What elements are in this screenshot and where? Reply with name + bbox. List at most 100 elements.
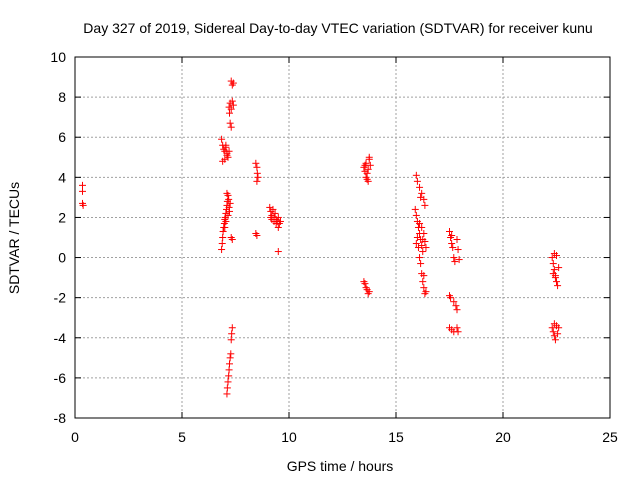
data-point bbox=[267, 213, 275, 221]
data-point bbox=[548, 254, 556, 262]
x-axis-title: GPS time / hours bbox=[287, 458, 394, 474]
axis-ticks: 0 5 10 15 20 25 -8 -6 -4 -2 0 2 4 6 8 10 bbox=[50, 49, 618, 445]
data-point bbox=[218, 246, 226, 254]
data-point bbox=[419, 278, 427, 286]
data-point bbox=[228, 236, 236, 244]
data-point bbox=[221, 155, 229, 163]
data-point bbox=[253, 177, 261, 185]
data-point bbox=[416, 254, 424, 262]
data-point bbox=[276, 217, 284, 225]
grid bbox=[75, 57, 610, 418]
data-point bbox=[225, 372, 233, 380]
data-point bbox=[448, 240, 456, 248]
data-point bbox=[226, 109, 234, 117]
data-point bbox=[228, 97, 236, 105]
data-point bbox=[418, 189, 426, 197]
data-point bbox=[412, 240, 420, 248]
data-point bbox=[365, 153, 373, 161]
data-point bbox=[269, 205, 277, 213]
data-point bbox=[226, 199, 234, 207]
data-point bbox=[417, 193, 425, 201]
data-point bbox=[272, 219, 280, 227]
data-point bbox=[453, 306, 461, 314]
data-point bbox=[223, 151, 231, 159]
data-point bbox=[554, 282, 562, 290]
data-point bbox=[412, 211, 420, 219]
data-point bbox=[414, 244, 422, 252]
data-point bbox=[420, 284, 428, 292]
x-tick-label: 10 bbox=[281, 429, 297, 445]
data-point bbox=[252, 159, 260, 167]
data-point bbox=[551, 274, 559, 282]
data-point bbox=[365, 288, 373, 296]
data-point bbox=[422, 244, 430, 252]
data-point bbox=[218, 135, 226, 143]
data-point bbox=[419, 248, 427, 256]
data-point bbox=[548, 324, 556, 332]
data-point bbox=[555, 264, 563, 272]
data-point bbox=[224, 378, 232, 386]
data-point bbox=[221, 223, 229, 231]
data-point bbox=[223, 189, 231, 197]
data-point bbox=[229, 79, 237, 87]
data-point bbox=[226, 207, 234, 215]
data-point bbox=[452, 302, 460, 310]
y-tick-label: 6 bbox=[58, 129, 66, 145]
data-point bbox=[218, 240, 226, 248]
x-tick-label: 25 bbox=[602, 429, 618, 445]
chart-title: Day 327 of 2019, Sidereal Day-to-day VTE… bbox=[83, 20, 592, 36]
data-point bbox=[418, 223, 426, 231]
data-point bbox=[447, 294, 455, 302]
data-point bbox=[274, 248, 282, 256]
data-point bbox=[222, 143, 230, 151]
data-point bbox=[416, 219, 424, 227]
data-point bbox=[79, 201, 87, 209]
data-point bbox=[253, 163, 261, 171]
data-point bbox=[455, 256, 463, 264]
data-point bbox=[364, 177, 372, 185]
data-point bbox=[271, 209, 279, 217]
data-point bbox=[224, 211, 232, 219]
data-point bbox=[227, 123, 235, 131]
data-point bbox=[78, 181, 86, 189]
data-point bbox=[274, 223, 282, 231]
data-point bbox=[219, 234, 227, 241]
data-point bbox=[551, 336, 559, 344]
data-point bbox=[553, 278, 560, 286]
data-point bbox=[223, 390, 231, 398]
data-point bbox=[253, 169, 261, 177]
data-point bbox=[446, 227, 453, 235]
data-point bbox=[553, 252, 560, 260]
data-point bbox=[361, 280, 369, 288]
data-point bbox=[413, 177, 421, 185]
data-point bbox=[554, 330, 562, 338]
x-tick-label: 15 bbox=[388, 429, 404, 445]
data-point bbox=[363, 169, 371, 177]
data-point bbox=[227, 336, 235, 344]
data-series bbox=[78, 77, 563, 398]
data-point bbox=[225, 195, 233, 203]
data-point bbox=[450, 298, 458, 306]
data-point bbox=[416, 183, 424, 191]
data-point bbox=[420, 272, 428, 280]
data-point bbox=[228, 324, 236, 332]
x-tick-label: 0 bbox=[71, 429, 79, 445]
data-point bbox=[420, 229, 428, 237]
y-tick-label: -6 bbox=[54, 370, 67, 386]
data-point bbox=[421, 201, 429, 209]
data-point bbox=[550, 266, 558, 274]
data-point bbox=[226, 360, 234, 368]
data-point bbox=[222, 217, 230, 225]
data-point bbox=[225, 147, 233, 155]
data-point bbox=[364, 165, 372, 173]
data-point bbox=[366, 161, 374, 169]
data-point bbox=[448, 231, 456, 239]
data-point bbox=[229, 101, 237, 109]
data-point bbox=[450, 254, 458, 262]
data-point bbox=[451, 258, 459, 266]
data-point bbox=[225, 366, 233, 374]
data-point bbox=[453, 236, 461, 244]
data-point bbox=[219, 227, 227, 235]
